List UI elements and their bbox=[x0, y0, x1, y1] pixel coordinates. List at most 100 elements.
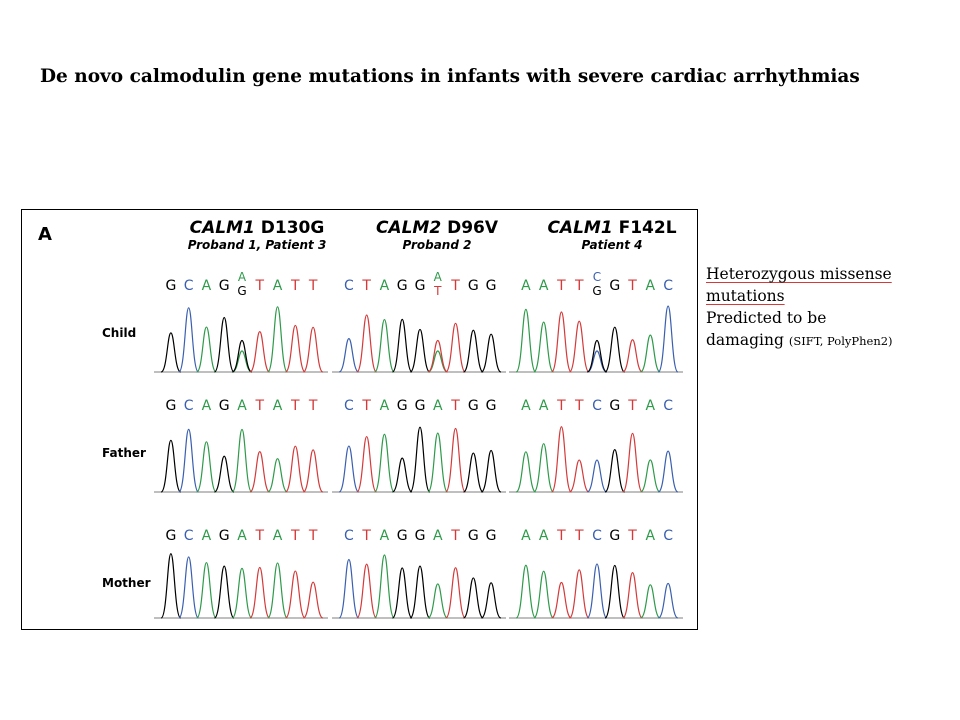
base-call: G bbox=[165, 278, 177, 294]
trace-peak bbox=[374, 318, 395, 373]
trace-peak bbox=[515, 308, 537, 373]
trace-peak bbox=[338, 445, 360, 493]
trace-peak bbox=[196, 441, 217, 493]
trace-peak bbox=[622, 432, 643, 493]
base-call: G bbox=[467, 278, 479, 294]
base-call: T bbox=[557, 278, 566, 294]
trace-peak bbox=[604, 449, 626, 493]
base-call: A bbox=[432, 398, 443, 414]
trace-peak bbox=[427, 432, 449, 493]
trace-peak bbox=[178, 307, 200, 373]
chromatogram-figure: A CALM1 D130G Proband 1, Patient 3 CALM2… bbox=[21, 209, 698, 630]
trace-peak bbox=[284, 445, 306, 493]
trace-peak bbox=[249, 566, 271, 619]
chromatogram-trace bbox=[509, 305, 683, 373]
base-call: G bbox=[609, 278, 621, 294]
trace-peak bbox=[480, 333, 502, 373]
base-call: G bbox=[414, 398, 426, 414]
row-label-father: Father bbox=[102, 446, 146, 460]
base-call: G bbox=[485, 528, 497, 544]
base-call: T bbox=[308, 528, 318, 544]
base-call: A bbox=[538, 398, 549, 414]
row-label-child: Child bbox=[102, 326, 137, 340]
base-call: T bbox=[451, 278, 460, 294]
base-call: T bbox=[255, 528, 265, 544]
base-call: T bbox=[574, 528, 584, 544]
slide-title: De novo calmodulin gene mutations in inf… bbox=[40, 66, 860, 87]
trace-peak bbox=[551, 311, 572, 373]
base-call: T bbox=[291, 278, 300, 294]
base-call: C bbox=[343, 398, 354, 414]
gene-name: CALM1 bbox=[189, 218, 255, 238]
trace-peak bbox=[586, 339, 608, 373]
column-subtitle: Proband 2 bbox=[402, 238, 472, 252]
trace-peak bbox=[409, 328, 431, 373]
trace-peak bbox=[533, 443, 555, 493]
trace-peak bbox=[480, 582, 502, 619]
base-call: G bbox=[414, 528, 426, 544]
trace-peak bbox=[213, 455, 235, 493]
base-call: A bbox=[521, 528, 531, 544]
trace-peak bbox=[213, 316, 235, 373]
trace-peak bbox=[445, 322, 466, 373]
base-call: G bbox=[396, 398, 408, 414]
gene-name: CALM1 bbox=[547, 218, 613, 238]
trace-peak bbox=[302, 449, 324, 493]
base-call: G bbox=[237, 284, 247, 298]
base-call: G bbox=[218, 528, 230, 544]
trace-peak bbox=[622, 571, 643, 619]
trace-peak bbox=[515, 451, 537, 493]
trace-peak bbox=[657, 582, 679, 619]
trace-peak bbox=[178, 556, 200, 619]
note-line-3: Predicted to be bbox=[706, 309, 827, 327]
base-call: C bbox=[663, 398, 673, 414]
trace-peak bbox=[267, 562, 288, 619]
trace-peak bbox=[302, 581, 324, 619]
trace-peak bbox=[338, 558, 360, 619]
trace-peak bbox=[639, 334, 661, 373]
chromatogram-trace bbox=[332, 554, 506, 619]
base-call: T bbox=[255, 398, 265, 414]
trace-peak bbox=[178, 428, 200, 493]
trace-peak bbox=[551, 426, 572, 493]
base-call: C bbox=[343, 278, 354, 294]
base-call: A bbox=[645, 278, 656, 294]
trace-peak bbox=[427, 583, 448, 619]
base-call: T bbox=[308, 278, 318, 294]
base-call: T bbox=[362, 398, 371, 414]
base-call: C bbox=[592, 528, 602, 544]
base-call: T bbox=[255, 278, 265, 294]
base-call: G bbox=[218, 398, 230, 414]
trace-peak bbox=[515, 564, 537, 619]
base-call: T bbox=[291, 398, 300, 414]
base-call: T bbox=[628, 528, 637, 544]
trace-peak bbox=[445, 567, 466, 619]
trace-peak bbox=[213, 565, 235, 619]
trace-peak bbox=[640, 459, 661, 493]
trace-peak bbox=[249, 451, 271, 493]
trace-peak bbox=[409, 565, 431, 619]
trace-peak bbox=[462, 452, 484, 493]
row-label-mother: Mother bbox=[102, 576, 151, 590]
base-call: C bbox=[663, 528, 673, 544]
base-call: C bbox=[183, 528, 194, 544]
base-call: T bbox=[291, 528, 300, 544]
base-call: T bbox=[557, 398, 566, 414]
trace-peak bbox=[427, 339, 448, 373]
trace-peak bbox=[249, 331, 271, 373]
base-call: G bbox=[592, 284, 602, 298]
base-call: A bbox=[433, 270, 442, 284]
trace-peak bbox=[568, 569, 590, 619]
trace-peak bbox=[568, 320, 590, 373]
trace-peak bbox=[604, 326, 626, 373]
trace-peak bbox=[302, 326, 324, 373]
base-call: G bbox=[218, 278, 230, 294]
base-call: C bbox=[592, 270, 602, 284]
trace-peak bbox=[231, 428, 253, 493]
panel-letter: A bbox=[38, 224, 52, 245]
base-call: G bbox=[467, 528, 479, 544]
chromatogram-trace bbox=[154, 553, 328, 619]
